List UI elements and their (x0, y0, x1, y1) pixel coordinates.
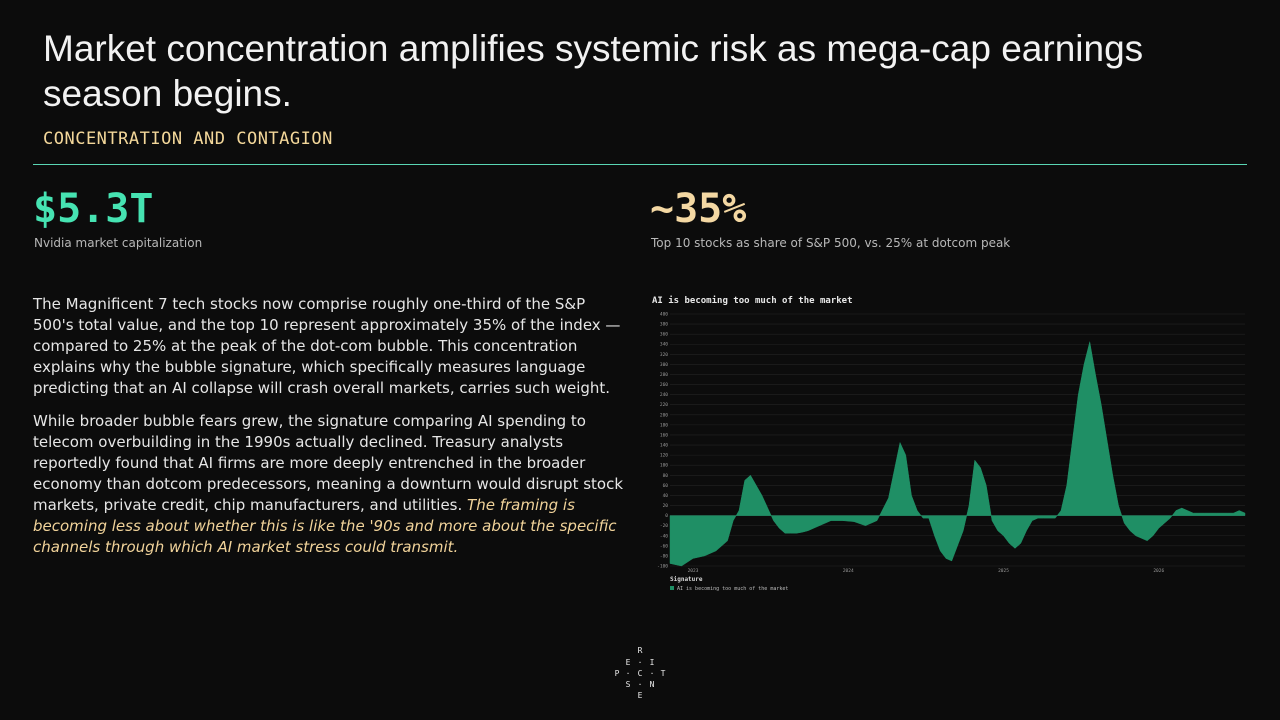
chart-legend: Signature AI is becoming too much of the… (670, 576, 788, 592)
y-tick-label: -20 (660, 523, 668, 529)
y-tick-label: -60 (660, 543, 668, 549)
logo-letter: I (649, 658, 655, 667)
signature-chart: AI is becoming too much of the market -1… (650, 290, 1250, 595)
chart-svg: AI is becoming too much of the market -1… (652, 295, 1246, 592)
y-tick-label: 20 (663, 503, 669, 509)
body-paragraph-2: While broader bubble fears grew, the sig… (33, 411, 625, 558)
y-tick-label: 380 (660, 322, 668, 328)
x-tick-label: 2024 (843, 568, 854, 574)
logo-letter: C (637, 669, 643, 678)
y-tick-label: 220 (660, 402, 668, 408)
logo-letter: E (637, 691, 643, 700)
y-tick-label: 240 (660, 392, 668, 398)
x-tick-label: 2026 (1153, 568, 1164, 574)
x-tick-label: 2023 (688, 568, 699, 574)
chart-title: AI is becoming too much of the market (652, 295, 852, 306)
y-tick-label: 340 (660, 342, 668, 348)
logo-dot: · (637, 680, 643, 689)
y-tick-label: 300 (660, 362, 668, 368)
x-tick-label: 2025 (998, 568, 1009, 574)
y-tick-label: 0 (665, 513, 668, 519)
stat-top10-value: ~35% (650, 186, 747, 232)
logo-letter: P (614, 669, 620, 678)
stat-nvidia-value: $5.3T (33, 186, 154, 232)
stat-nvidia-label: Nvidia market capitalization (34, 236, 203, 250)
logo-letter: S (625, 680, 631, 689)
legend-title: Signature (670, 576, 703, 583)
logo-dot: · (637, 658, 643, 667)
y-tick-label: 260 (660, 382, 668, 388)
brand-logo: R E · I P · C · T S · N E (612, 646, 668, 702)
y-tick-label: -80 (660, 553, 668, 559)
logo-letter: T (660, 669, 666, 678)
y-tick-label: 160 (660, 432, 668, 438)
y-tick-label: 140 (660, 443, 668, 449)
body-text: The Magnificent 7 tech stocks now compri… (33, 294, 625, 570)
y-tick-label: 120 (660, 453, 668, 459)
y-axis-ticks: -100 -80 -60 -40 -20 0 20 40 60 80 100 120 140 160 180… (657, 312, 668, 570)
section-label: CONCENTRATION AND CONTAGION (43, 129, 333, 149)
logo-dot: · (649, 669, 655, 678)
y-tick-label: 180 (660, 422, 668, 428)
series-area (669, 341, 1246, 567)
logo-letter: E (625, 658, 631, 667)
y-tick-label: 200 (660, 412, 668, 418)
legend-swatch (670, 586, 674, 590)
divider-rule (33, 164, 1247, 165)
x-axis-ticks: 2023 2024 2025 2026 (688, 568, 1165, 574)
slide-title: Market concentration amplifies systemic … (43, 28, 1144, 114)
body-paragraph-1: The Magnificent 7 tech stocks now compri… (33, 295, 621, 397)
logo-letter: R (637, 646, 643, 655)
y-tick-label: 400 (660, 312, 668, 318)
y-tick-label: 320 (660, 352, 668, 358)
y-tick-label: 360 (660, 332, 668, 338)
body-paragraph-2-emphasis: The framing is becoming less about wheth… (33, 496, 617, 556)
stat-top10-label: Top 10 stocks as share of S&P 500, vs. 2… (651, 236, 1011, 250)
y-tick-label: -40 (660, 533, 668, 539)
y-tick-label: 80 (663, 473, 669, 479)
logo-dot: · (625, 669, 631, 678)
y-tick-label: -100 (657, 564, 668, 570)
chart-grid (670, 313, 1245, 567)
logo-letter: N (649, 680, 655, 689)
body-paragraph-2-text: While broader bubble fears grew, the sig… (33, 412, 624, 514)
legend-entry: AI is becoming too much of the market (677, 586, 788, 592)
y-tick-label: 60 (663, 483, 669, 489)
y-tick-label: 100 (660, 463, 668, 469)
y-tick-label: 40 (663, 493, 669, 499)
y-tick-label: 280 (660, 372, 668, 378)
